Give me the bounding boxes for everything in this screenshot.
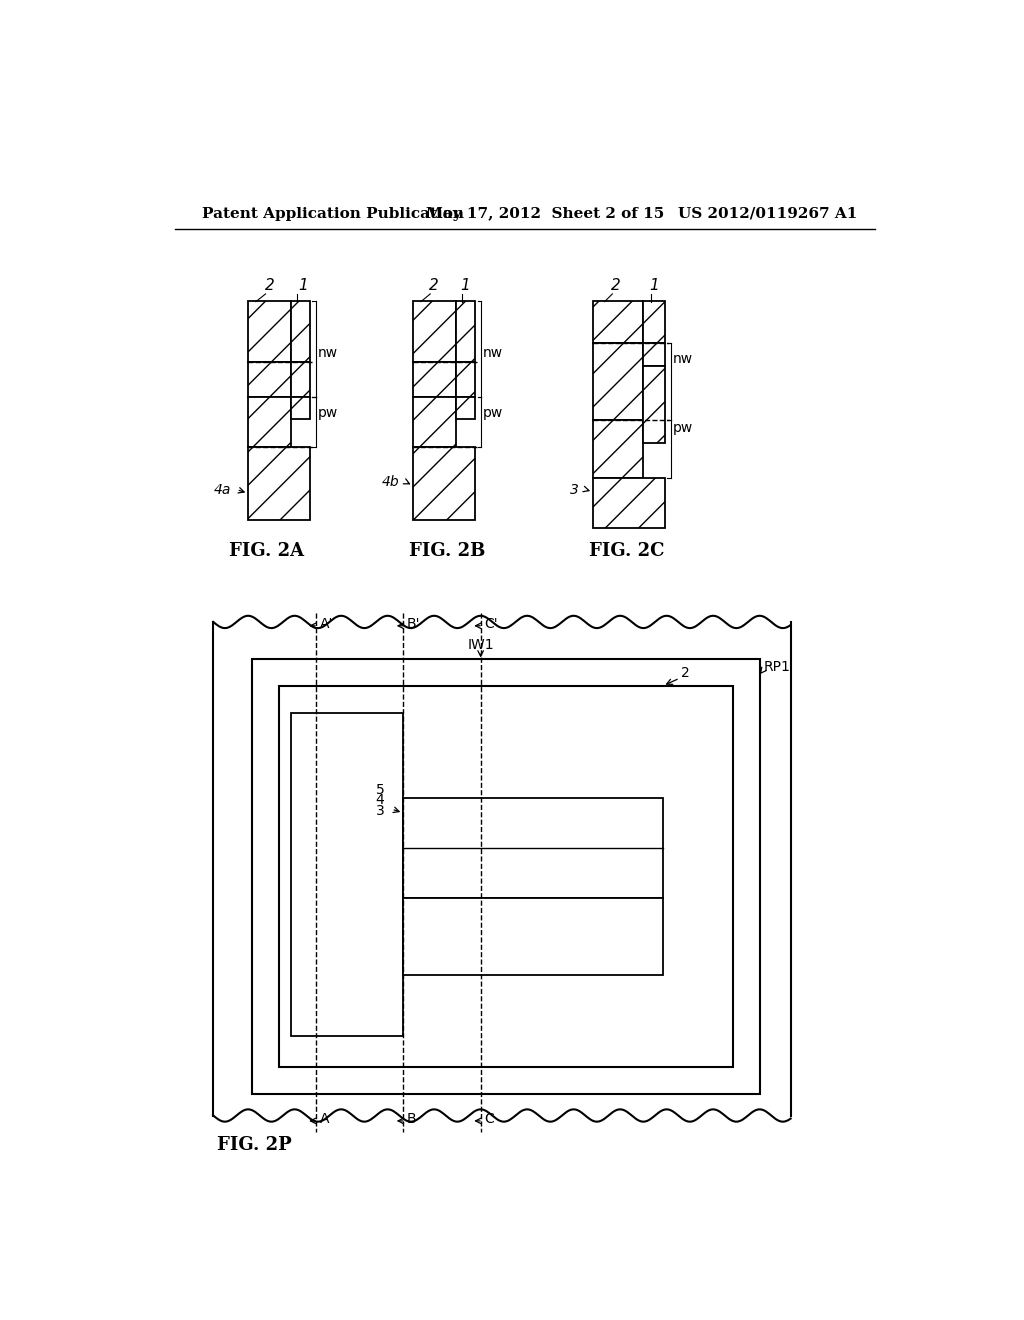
Bar xyxy=(456,301,475,363)
Text: IW1: IW1 xyxy=(467,638,494,652)
Bar xyxy=(643,301,665,343)
Text: A': A' xyxy=(319,618,333,631)
Bar xyxy=(593,343,643,420)
Bar xyxy=(403,898,663,974)
Bar xyxy=(414,447,475,520)
Bar xyxy=(252,659,760,1094)
Text: Patent Application Publication: Patent Application Publication xyxy=(202,207,464,220)
Bar xyxy=(643,343,665,367)
Bar xyxy=(403,797,663,898)
Text: 3: 3 xyxy=(376,804,384,817)
Bar xyxy=(593,478,665,528)
Text: 2: 2 xyxy=(611,279,622,293)
Text: C: C xyxy=(484,1113,495,1126)
Bar xyxy=(291,397,310,418)
Text: 1: 1 xyxy=(298,279,307,293)
Text: A: A xyxy=(319,1113,329,1126)
Text: RP1: RP1 xyxy=(764,660,791,673)
Text: 1: 1 xyxy=(649,279,659,293)
Text: 1: 1 xyxy=(460,279,470,293)
Text: pw: pw xyxy=(317,405,338,420)
Text: B': B' xyxy=(407,618,421,631)
Text: B: B xyxy=(407,1113,417,1126)
Text: C': C' xyxy=(484,618,498,631)
Bar xyxy=(248,447,310,520)
Text: FIG. 2P: FIG. 2P xyxy=(217,1137,292,1154)
Bar xyxy=(248,363,291,397)
Text: FIG. 2B: FIG. 2B xyxy=(410,543,485,560)
Bar xyxy=(456,363,475,397)
Bar xyxy=(456,397,475,418)
Bar xyxy=(593,301,643,343)
Bar xyxy=(291,301,310,363)
Bar xyxy=(414,397,456,447)
Bar xyxy=(414,363,456,397)
Text: 4a: 4a xyxy=(214,483,231,496)
Text: 2: 2 xyxy=(681,665,689,680)
Bar xyxy=(593,420,643,478)
Bar xyxy=(643,367,665,444)
Text: 4b: 4b xyxy=(382,475,399,488)
Text: 5: 5 xyxy=(376,783,384,797)
Bar xyxy=(291,363,310,397)
Text: nw: nw xyxy=(317,346,338,360)
Text: 3: 3 xyxy=(570,483,579,496)
Text: 2: 2 xyxy=(264,279,274,293)
Text: 4: 4 xyxy=(376,793,384,807)
Text: pw: pw xyxy=(483,405,503,420)
Bar xyxy=(414,301,456,363)
Bar xyxy=(248,301,291,363)
Text: FIG. 2C: FIG. 2C xyxy=(589,543,665,560)
Text: 2: 2 xyxy=(429,279,439,293)
Bar xyxy=(280,686,732,1067)
Bar xyxy=(291,713,403,1036)
Bar xyxy=(248,397,291,447)
Text: FIG. 2A: FIG. 2A xyxy=(228,543,304,560)
Text: pw: pw xyxy=(673,421,693,434)
Text: nw: nw xyxy=(673,351,693,366)
Text: May 17, 2012  Sheet 2 of 15: May 17, 2012 Sheet 2 of 15 xyxy=(426,207,665,220)
Text: US 2012/0119267 A1: US 2012/0119267 A1 xyxy=(678,207,858,220)
Text: nw: nw xyxy=(483,346,503,360)
